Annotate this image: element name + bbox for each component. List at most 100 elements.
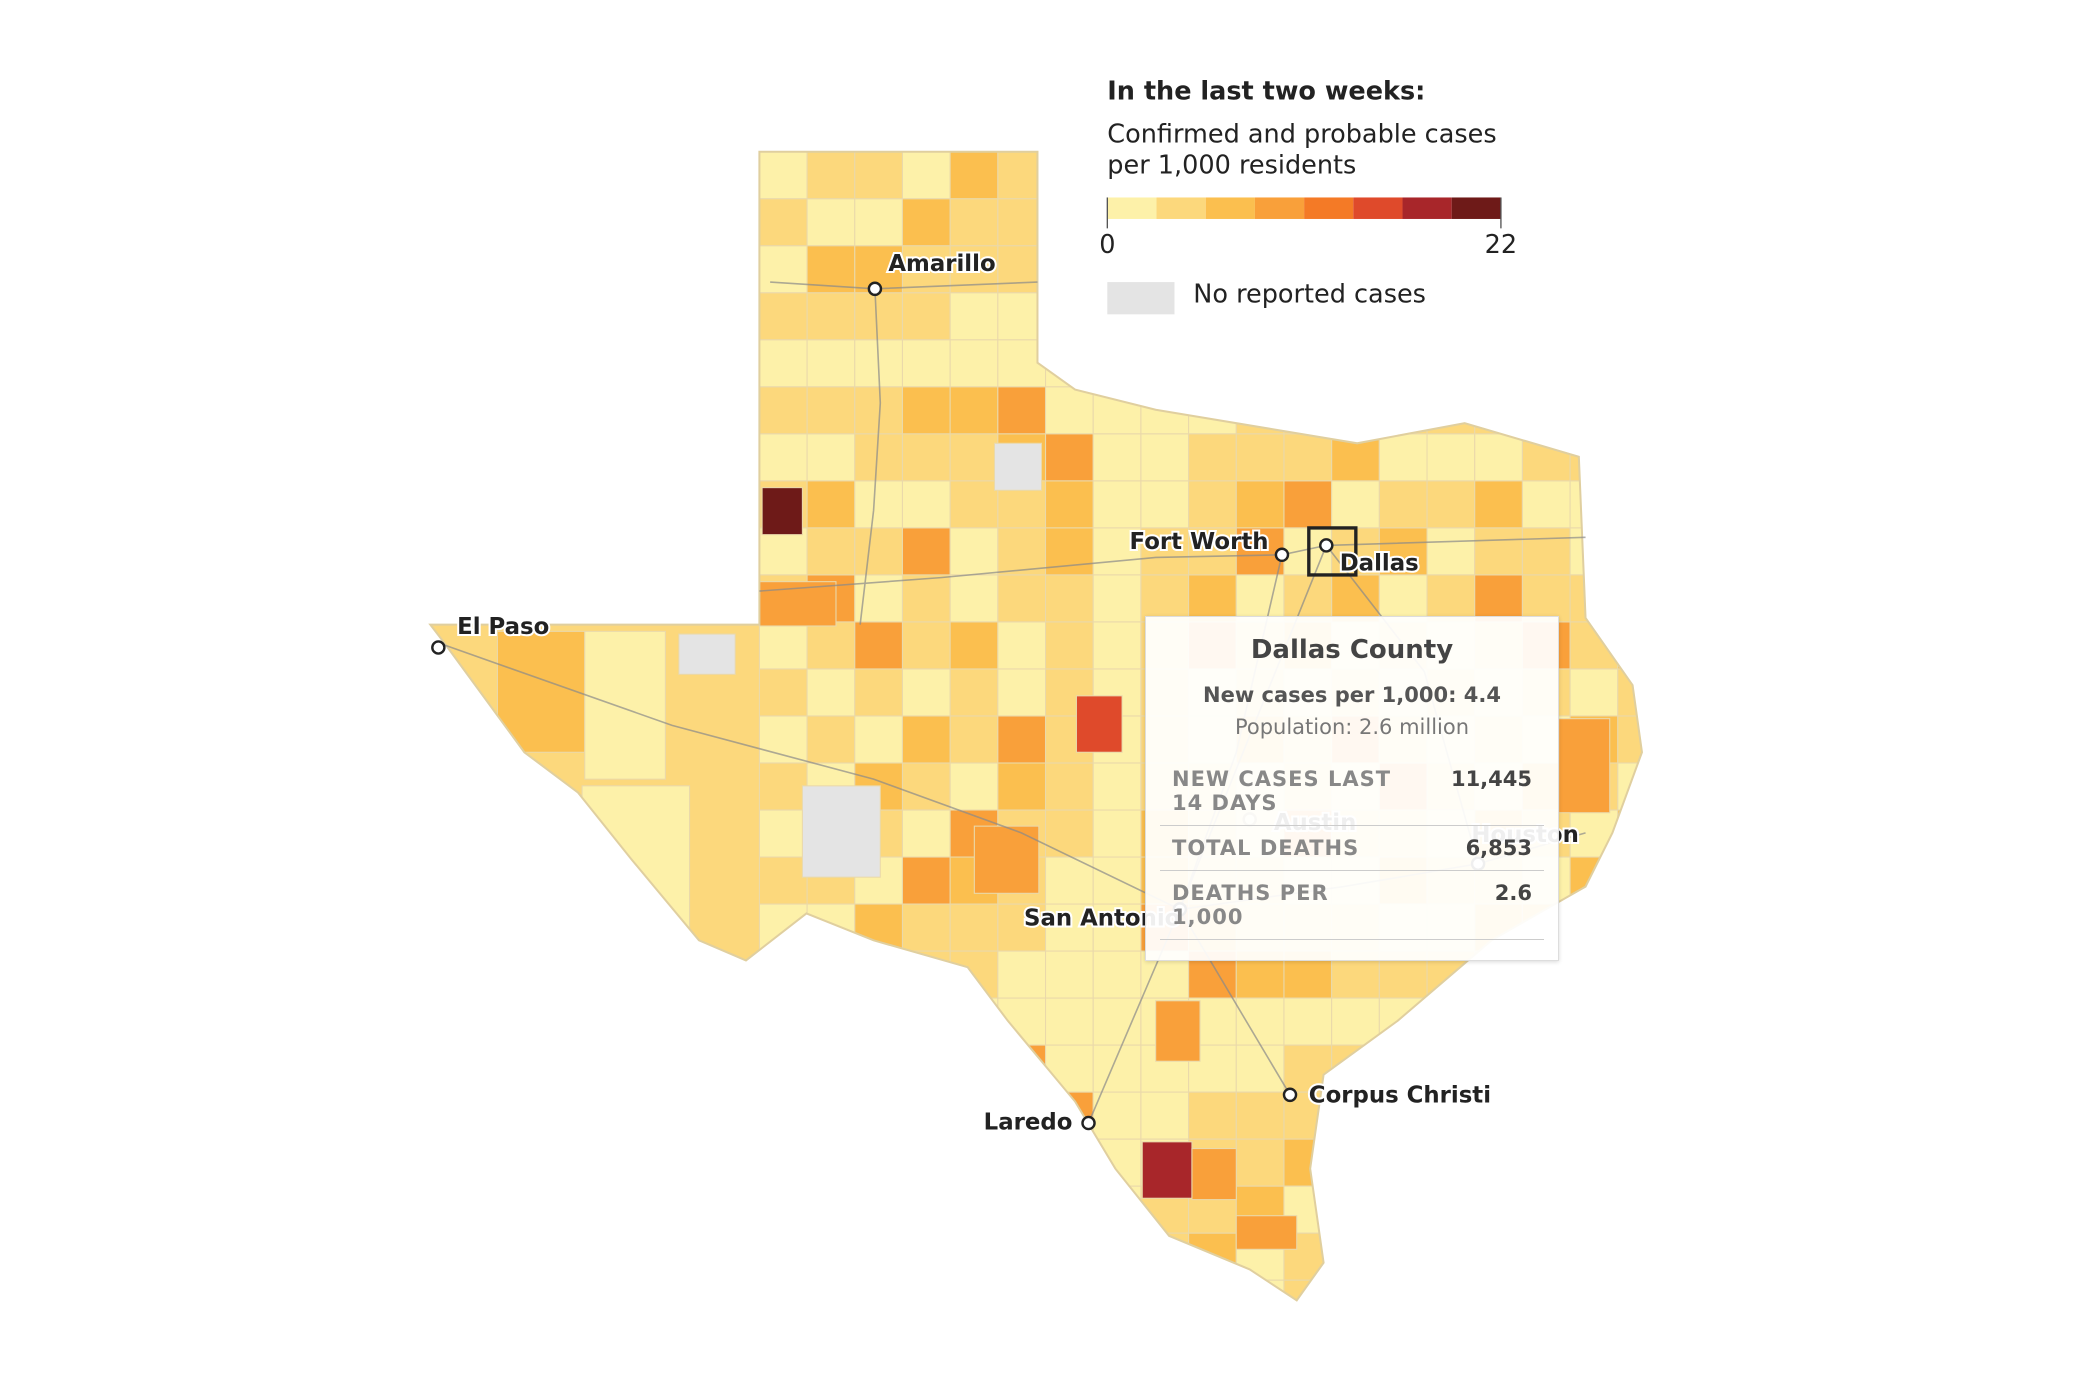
county [1569, 950, 1619, 999]
county [1044, 809, 1094, 858]
no-data-label: No reported cases [1193, 280, 1426, 310]
county [1569, 1138, 1619, 1187]
county [997, 1185, 1047, 1234]
county [1331, 1279, 1380, 1301]
county [949, 339, 999, 388]
county [949, 715, 999, 764]
county [1474, 527, 1523, 576]
county [1092, 480, 1142, 529]
legend-swatch [1402, 197, 1452, 219]
county [1617, 433, 1642, 482]
county [901, 762, 951, 811]
county [1235, 1215, 1298, 1250]
county [901, 433, 951, 482]
city-dot [431, 640, 446, 655]
county [1044, 480, 1094, 529]
county [1188, 1091, 1237, 1140]
county [949, 1232, 999, 1281]
county [806, 621, 856, 670]
county [1092, 856, 1142, 905]
county [854, 950, 904, 999]
county [806, 997, 856, 1046]
city-label: El Paso [457, 614, 549, 640]
county-no-data [993, 442, 1043, 491]
county [758, 1138, 808, 1187]
county [949, 762, 999, 811]
county [1474, 292, 1523, 341]
county [1092, 903, 1142, 952]
county [1521, 386, 1571, 435]
county [806, 1232, 856, 1281]
county [1617, 1138, 1642, 1187]
county [901, 339, 951, 388]
city-dot [1274, 547, 1290, 563]
county [1378, 1232, 1428, 1281]
county [1617, 950, 1642, 999]
selected-county[interactable] [1307, 526, 1358, 577]
county [1426, 1232, 1476, 1281]
county [854, 715, 904, 764]
legend-subtitle: Confirmed and probable cases [1107, 120, 1496, 150]
county [1474, 480, 1523, 529]
county [1521, 245, 1571, 294]
county [1044, 621, 1094, 670]
county [806, 668, 856, 717]
county [1331, 386, 1380, 435]
county [901, 1091, 951, 1140]
county [1044, 574, 1094, 623]
county [1044, 1232, 1094, 1281]
county [997, 1232, 1047, 1281]
county [1521, 480, 1571, 529]
county [1331, 1138, 1380, 1187]
city-dot [867, 281, 883, 297]
county [949, 292, 999, 341]
county [1044, 856, 1094, 905]
county [1474, 433, 1523, 482]
county [758, 1044, 808, 1093]
city-dot [1319, 538, 1334, 553]
county [758, 621, 808, 670]
county [1426, 480, 1476, 529]
county [1617, 1091, 1642, 1140]
county [1474, 574, 1523, 623]
county [949, 903, 999, 952]
county [854, 527, 904, 576]
county [1617, 198, 1642, 247]
county [997, 950, 1047, 999]
county [758, 762, 808, 811]
county [1378, 339, 1428, 388]
county [1521, 292, 1571, 341]
county [1474, 1138, 1523, 1187]
county [1617, 245, 1642, 294]
county [949, 1044, 999, 1093]
county [1378, 1279, 1428, 1301]
county [1617, 480, 1642, 529]
county [1283, 997, 1333, 1046]
county [758, 997, 808, 1046]
county [854, 1044, 904, 1093]
county [949, 1279, 999, 1301]
county [1283, 433, 1333, 482]
county [854, 621, 904, 670]
county [973, 825, 1040, 894]
county [1092, 621, 1142, 670]
county [901, 527, 951, 576]
county [854, 1138, 904, 1187]
tooltip-row: NEW CASES LAST 14 DAYS 11,445 [1160, 757, 1544, 826]
tooltip-row: DEATHS PER 1,000 2.6 [1160, 871, 1544, 940]
county [806, 1185, 856, 1234]
county [1044, 198, 1094, 247]
county [901, 480, 951, 529]
county [1191, 1148, 1237, 1201]
county [758, 715, 808, 764]
county [997, 386, 1047, 435]
county [1283, 1279, 1333, 1301]
county [1140, 1279, 1190, 1301]
county [758, 151, 808, 200]
county [997, 1044, 1047, 1093]
county [1569, 386, 1619, 435]
county [1521, 198, 1571, 247]
county [758, 856, 808, 905]
county [1235, 433, 1285, 482]
county [1092, 339, 1142, 388]
